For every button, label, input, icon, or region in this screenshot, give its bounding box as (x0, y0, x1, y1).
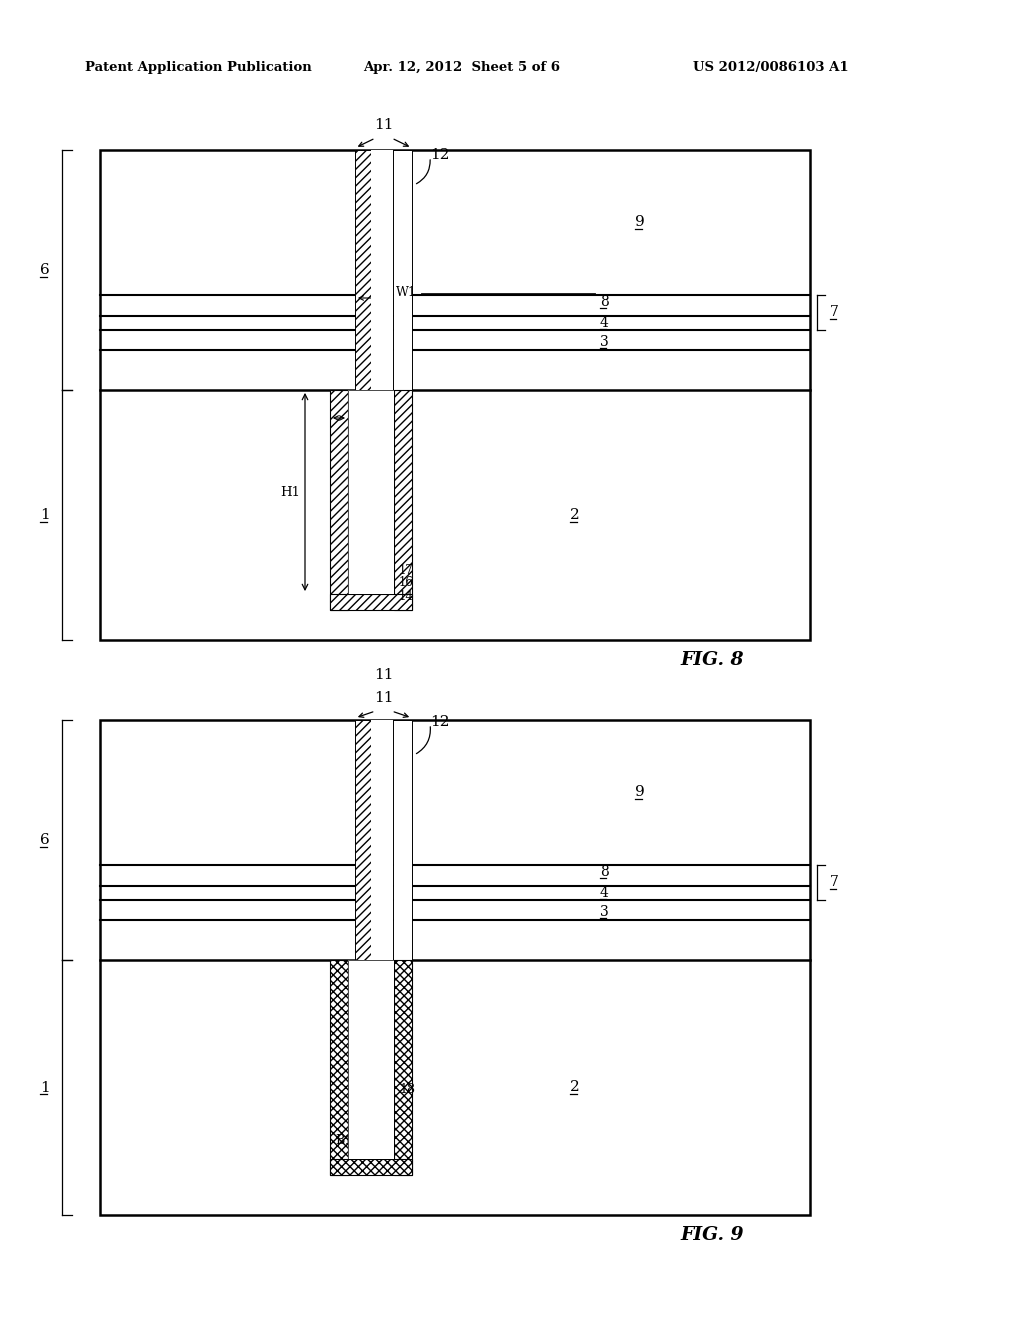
Bar (393, 719, 412, 960)
Bar (330, 1159, 412, 1175)
Text: 11: 11 (374, 690, 393, 705)
Text: 1: 1 (40, 508, 50, 521)
Text: 17: 17 (399, 564, 414, 577)
Text: 11: 11 (374, 117, 393, 132)
Text: 9: 9 (635, 785, 645, 799)
Bar (394, 389, 412, 610)
Text: 2: 2 (570, 508, 580, 521)
Text: 14: 14 (399, 590, 414, 602)
Text: 7: 7 (830, 875, 839, 890)
Text: 8: 8 (600, 294, 608, 309)
Text: 1: 1 (40, 1081, 50, 1094)
Bar (348, 960, 394, 1159)
Bar (348, 389, 394, 594)
Text: H1: H1 (280, 486, 300, 499)
Bar (355, 719, 371, 960)
Bar (100, 719, 810, 1214)
Bar (100, 150, 810, 640)
Text: W3: W3 (351, 404, 372, 417)
Text: Apr. 12, 2012  Sheet 5 of 6: Apr. 12, 2012 Sheet 5 of 6 (362, 61, 560, 74)
Text: 18: 18 (399, 1082, 415, 1096)
Text: 2: 2 (570, 1080, 580, 1094)
Text: 6: 6 (40, 263, 50, 277)
Bar (330, 960, 348, 1175)
Text: 4: 4 (600, 886, 609, 900)
Text: 3: 3 (600, 906, 608, 919)
Bar (371, 719, 393, 960)
Bar (348, 389, 394, 594)
Text: 6: 6 (40, 833, 50, 847)
Bar (330, 389, 348, 610)
Text: 12: 12 (430, 715, 450, 729)
Text: W1: W1 (396, 286, 417, 300)
Text: US 2012/0086103 A1: US 2012/0086103 A1 (693, 61, 849, 74)
Text: 11: 11 (374, 668, 393, 682)
Text: 9: 9 (635, 215, 645, 228)
Text: FIG. 9: FIG. 9 (680, 1226, 743, 1243)
Text: 16: 16 (399, 577, 414, 590)
Text: 4: 4 (600, 315, 609, 330)
Bar (355, 150, 371, 389)
Bar (371, 150, 393, 389)
Text: FIG. 8: FIG. 8 (680, 651, 743, 669)
Text: 13: 13 (352, 492, 370, 507)
Text: Patent Application Publication: Patent Application Publication (85, 61, 311, 74)
Text: 7: 7 (830, 305, 839, 319)
Bar (394, 960, 412, 1175)
Bar (393, 150, 412, 389)
Bar (330, 594, 412, 610)
Text: 8: 8 (600, 865, 608, 879)
Text: 3: 3 (600, 335, 608, 348)
Bar (348, 960, 394, 1159)
Text: U1: U1 (352, 968, 371, 981)
Text: 13: 13 (352, 1060, 370, 1074)
Text: B1: B1 (335, 1134, 352, 1147)
Text: 12: 12 (430, 148, 450, 162)
